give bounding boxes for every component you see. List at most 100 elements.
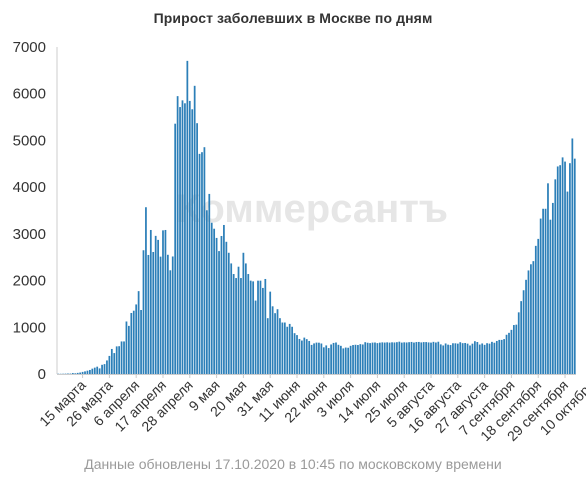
bar [483,344,486,374]
bar [391,342,393,374]
bar [464,342,467,374]
bar [339,345,342,374]
bar [452,343,454,374]
bar [369,343,371,374]
bar [286,326,289,374]
bar [327,348,330,374]
bar [344,347,347,374]
bar [478,344,481,374]
bar [128,325,130,374]
bar [539,218,542,374]
bar [279,318,281,374]
bar [269,291,272,374]
bar [145,207,147,374]
bar [352,345,354,374]
bar [98,368,101,374]
bar [522,290,525,374]
bar [403,342,406,374]
bar [437,341,440,374]
bar [520,301,523,374]
bar [410,341,413,374]
bar [198,153,201,374]
bar [135,304,138,374]
bar [140,310,142,374]
bar [542,208,544,374]
bar [571,138,574,374]
bar [79,372,82,374]
bar [84,371,86,374]
bar [171,256,174,374]
bar [213,228,216,374]
bar [208,193,211,374]
bar [137,291,140,374]
bar [164,229,167,374]
bar [439,344,442,374]
bar [471,343,474,374]
bar [547,183,549,374]
bars-group [57,60,576,375]
bar [283,322,286,374]
bar [549,219,552,374]
bar [281,322,284,374]
bar [396,342,398,374]
bar [569,163,571,374]
bar [125,321,128,374]
bar [115,346,118,374]
bar [366,342,369,374]
bar [386,342,389,374]
bar [551,202,554,374]
bar [296,335,298,374]
bar [191,109,194,375]
bar [152,251,155,374]
bar [181,100,184,374]
bar [130,312,133,374]
bar [274,313,276,374]
bar [106,360,108,374]
bar [259,280,262,374]
bar [534,245,537,374]
bar [320,343,323,374]
bar [532,261,535,374]
bar [398,341,401,374]
bar [132,310,135,374]
bar [262,287,264,374]
bar [123,341,125,374]
bar [271,306,274,374]
bar [215,237,218,374]
bar [218,251,220,374]
bar [427,342,430,374]
bar [559,165,562,374]
y-tick-label: 6000 [13,86,46,103]
bar [417,341,420,374]
bar [293,333,296,374]
y-tick-label: 0 [38,366,46,383]
bar [332,342,335,374]
bar [566,191,569,374]
y-tick-label: 5000 [13,132,46,149]
bar [179,107,181,374]
watermark: Коммерсантъ [176,187,448,231]
bar [444,343,447,374]
bar [220,236,223,374]
bar [330,344,332,374]
bar [459,342,462,374]
bar [103,364,106,374]
bar [244,263,247,374]
bar [517,312,520,374]
bar [147,254,150,374]
bar [162,230,164,374]
bar [196,123,198,374]
bar [420,342,423,374]
bar [315,342,318,374]
bar [254,300,257,374]
bar [488,343,491,374]
bar [142,250,145,374]
bar [378,342,381,374]
bar [110,348,113,374]
y-tick-label: 3000 [13,226,46,243]
bar [430,342,432,374]
bar [500,339,503,374]
bar [249,280,252,374]
bar [381,342,384,374]
